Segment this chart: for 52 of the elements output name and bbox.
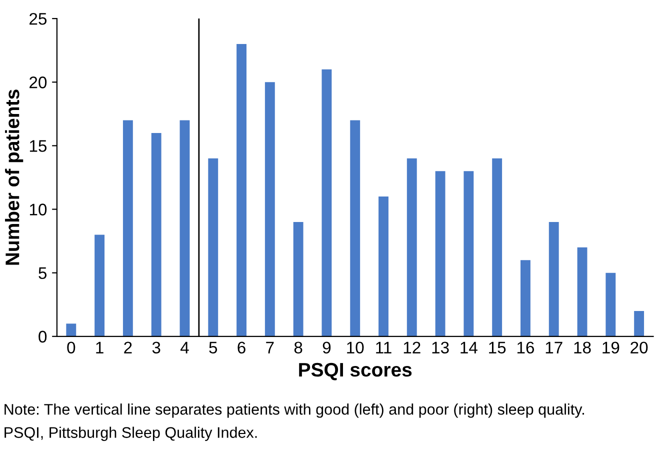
bar [406, 158, 417, 336]
x-tick-label: 6 [238, 342, 246, 354]
bar [606, 272, 616, 336]
bar [293, 222, 304, 336]
x-tick-label: 1 [96, 342, 104, 354]
y-tick-label: 15 [30, 140, 47, 152]
bar [634, 310, 644, 336]
bar [464, 171, 474, 336]
bar [322, 69, 332, 336]
bar [236, 44, 246, 336]
x-tick-label: 11 [376, 342, 392, 354]
x-tick-label: 4 [180, 342, 189, 354]
x-tick-label: 15 [489, 342, 506, 354]
x-tick-label: 19 [602, 342, 620, 354]
y-axis-title: Number of patients [5, 90, 24, 265]
y-tick-label: 10 [30, 204, 47, 216]
x-tick-label: 16 [517, 342, 534, 354]
x-tick-label: 8 [294, 342, 302, 354]
bar [151, 132, 162, 336]
bar [122, 120, 133, 336]
bar [264, 82, 275, 336]
x-tick-label: 5 [209, 342, 218, 354]
x-tick-label: 20 [630, 342, 648, 354]
y-tick-label: 0 [38, 330, 47, 343]
x-tick-label: 13 [432, 342, 449, 354]
x-tick-label: 12 [404, 342, 420, 354]
x-axis-title: PSQI scores [299, 362, 412, 380]
x-tick-label: 14 [460, 342, 478, 354]
y-tick-label: 20 [30, 76, 47, 88]
x-tick-label: 0 [67, 342, 76, 354]
bar [66, 324, 76, 336]
text: Note: The vertical line separates patients with good (left) and poor (right) sleep quality. [4, 404, 584, 418]
bar [577, 247, 588, 336]
text: PSQI, Pittsburgh Sleep Quality Index. [4, 426, 257, 441]
bar [378, 196, 388, 336]
x-tick-label: 10 [347, 342, 364, 354]
bar [492, 158, 502, 336]
bar [208, 158, 218, 336]
y-tick-label: 5 [38, 267, 47, 280]
bar [435, 171, 446, 336]
bar [520, 260, 530, 336]
x-tick-label: 18 [574, 342, 591, 354]
bar [94, 234, 105, 336]
x-tick-label: 2 [124, 342, 132, 354]
x-tick-label: 7 [266, 342, 274, 354]
y-tick-label: 25 [30, 12, 47, 25]
x-tick-label: 17 [546, 342, 562, 354]
bar [548, 222, 559, 336]
x-tick-label: 9 [322, 342, 331, 354]
bar [350, 120, 360, 336]
bar [180, 120, 190, 336]
x-tick-label: 3 [152, 342, 160, 354]
